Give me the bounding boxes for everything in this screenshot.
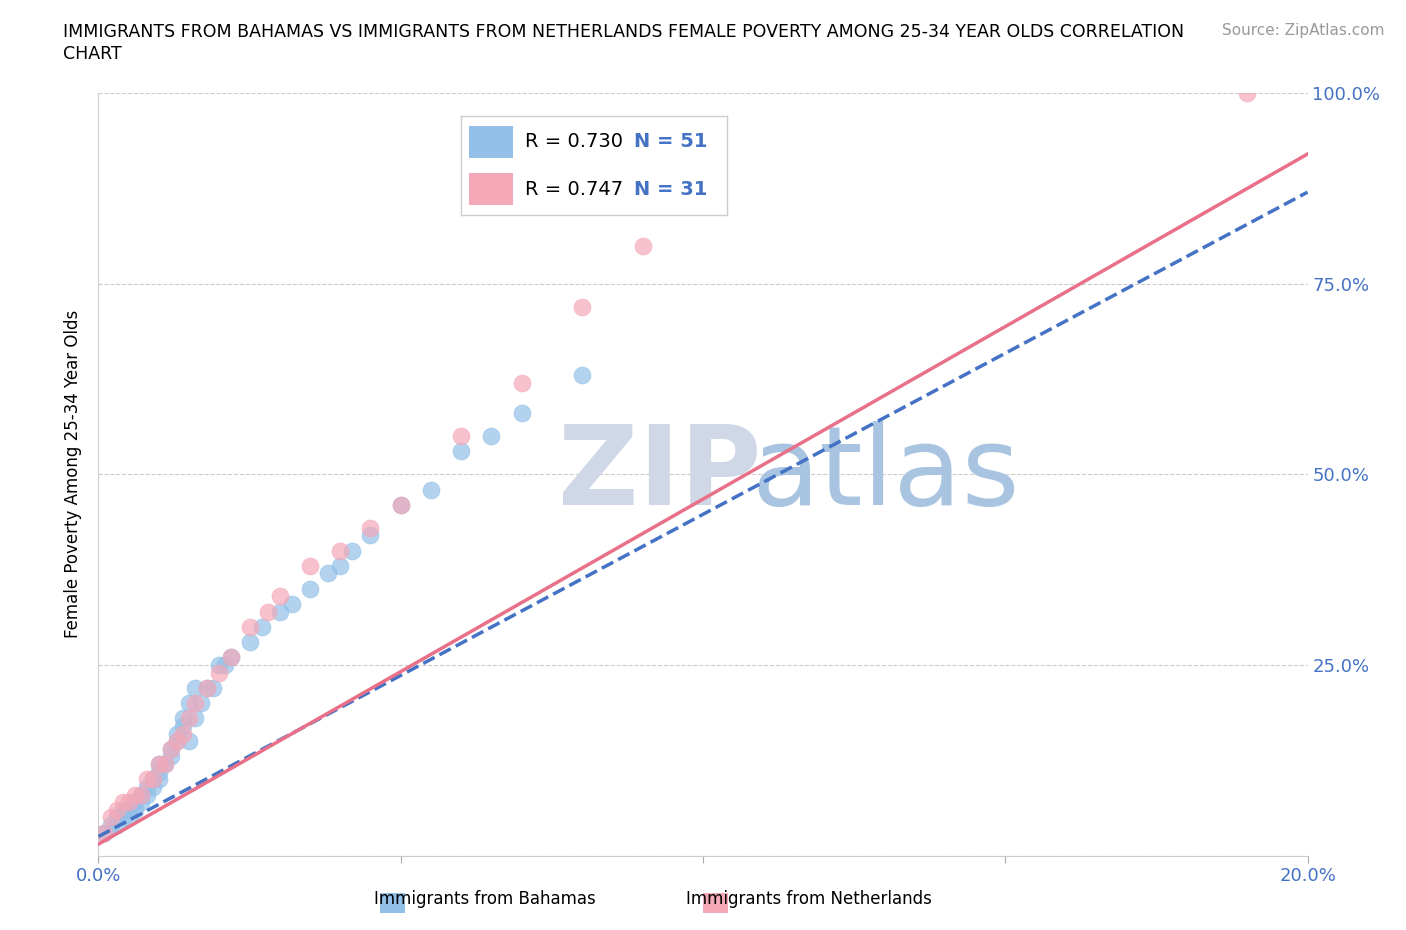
Text: CHART: CHART (63, 45, 122, 62)
Point (160, 741, 183, 756)
Point (389, 498, 412, 512)
Text: IMMIGRANTS FROM BAHAMAS VS IMMIGRANTS FROM NETHERLANDS FEMALE POVERTY AMONG 25-3: IMMIGRANTS FROM BAHAMAS VS IMMIGRANTS FR… (63, 23, 1184, 41)
Point (239, 634, 262, 649)
Point (142, 772, 165, 787)
Point (111, 803, 134, 817)
Point (124, 803, 146, 817)
Point (160, 749, 183, 764)
Point (214, 658, 236, 672)
Point (118, 795, 141, 810)
Point (481, 429, 503, 444)
Point (510, 405, 533, 420)
Point (118, 810, 141, 825)
Point (299, 581, 322, 596)
Point (184, 681, 207, 696)
Point (135, 779, 157, 794)
Point (179, 711, 201, 725)
Text: Immigrants from Netherlands: Immigrants from Netherlands (686, 890, 931, 908)
Point (281, 596, 304, 611)
Point (179, 696, 201, 711)
Point (269, 604, 291, 619)
Point (105, 803, 128, 817)
Point (510, 376, 533, 391)
Point (299, 558, 322, 573)
Point (1236, 86, 1258, 100)
Point (166, 726, 188, 741)
Point (124, 795, 146, 810)
Point (135, 772, 157, 787)
Point (142, 779, 165, 794)
Point (450, 444, 472, 458)
Point (100, 810, 122, 825)
Point (195, 681, 218, 696)
Point (172, 711, 194, 725)
Point (100, 817, 122, 832)
FancyBboxPatch shape (703, 893, 728, 913)
Point (221, 650, 243, 665)
Point (166, 734, 188, 749)
Text: Immigrants from Bahamas: Immigrants from Bahamas (374, 890, 596, 908)
Point (342, 543, 364, 558)
Point (148, 764, 170, 779)
Point (111, 810, 134, 825)
FancyBboxPatch shape (380, 893, 405, 913)
Point (208, 658, 231, 672)
Point (450, 429, 472, 444)
Point (184, 696, 207, 711)
Point (153, 757, 176, 772)
Point (239, 619, 262, 634)
Point (571, 367, 593, 382)
Text: ZIP: ZIP (558, 420, 761, 528)
Point (329, 543, 352, 558)
Point (148, 757, 170, 772)
Point (360, 520, 382, 535)
Point (250, 619, 273, 634)
Point (329, 558, 352, 573)
Point (129, 787, 152, 802)
Point (389, 498, 412, 512)
Point (190, 696, 212, 711)
Point (420, 482, 443, 497)
Point (172, 719, 194, 734)
Point (221, 650, 243, 665)
Point (172, 726, 194, 741)
Point (571, 299, 593, 314)
Point (166, 734, 188, 749)
Point (129, 787, 152, 802)
Point (179, 734, 201, 749)
Point (631, 238, 654, 253)
Point (142, 772, 165, 787)
Point (256, 604, 278, 619)
Text: atlas: atlas (751, 420, 1019, 528)
Y-axis label: Female Poverty Among 25-34 Year Olds: Female Poverty Among 25-34 Year Olds (65, 311, 83, 638)
Point (153, 757, 176, 772)
Point (208, 665, 231, 680)
Point (93, 825, 115, 840)
Point (184, 711, 207, 725)
Point (105, 817, 128, 832)
Point (124, 787, 146, 802)
Text: Source: ZipAtlas.com: Source: ZipAtlas.com (1222, 23, 1385, 38)
Point (111, 795, 134, 810)
Point (135, 787, 157, 802)
Point (316, 566, 339, 581)
Point (360, 528, 382, 543)
Point (269, 589, 291, 604)
Point (118, 803, 141, 817)
Point (105, 810, 128, 825)
Point (93, 825, 115, 840)
Point (148, 757, 170, 772)
Point (195, 681, 218, 696)
Point (148, 772, 170, 787)
Point (129, 795, 152, 810)
Point (160, 741, 183, 756)
Point (202, 681, 225, 696)
